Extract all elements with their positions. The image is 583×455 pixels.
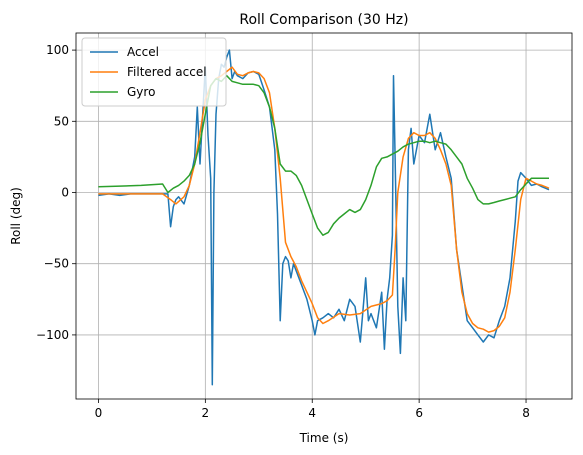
- x-tick-label: 8: [522, 406, 530, 420]
- x-tick-label: 4: [308, 406, 316, 420]
- legend-label: Accel: [127, 45, 159, 59]
- x-tick-label: 2: [202, 406, 210, 420]
- plot-frame: [75, 32, 573, 400]
- y-axis-label: Roll (deg): [9, 187, 23, 245]
- legend-box: [81, 37, 227, 107]
- y-tick-label: −100: [36, 328, 69, 342]
- y-tick-label: 50: [54, 114, 69, 128]
- y-tick-label: 100: [46, 43, 69, 57]
- x-tick-label: 6: [415, 406, 423, 420]
- legend: Accel Filtered accel Gyro: [81, 37, 227, 107]
- y-tick-label: −50: [44, 257, 69, 271]
- x-axis-label: Time (s): [299, 431, 349, 445]
- legend-label: Filtered accel: [127, 65, 207, 79]
- chart-title: Roll Comparison (30 Hz): [239, 12, 408, 28]
- legend-label: Gyro: [127, 85, 155, 99]
- y-tick-label: 0: [61, 186, 69, 200]
- ticks: 0 2 4 6 8 −100 −50 0 50 100: [36, 43, 530, 420]
- x-tick-label: 0: [95, 406, 103, 420]
